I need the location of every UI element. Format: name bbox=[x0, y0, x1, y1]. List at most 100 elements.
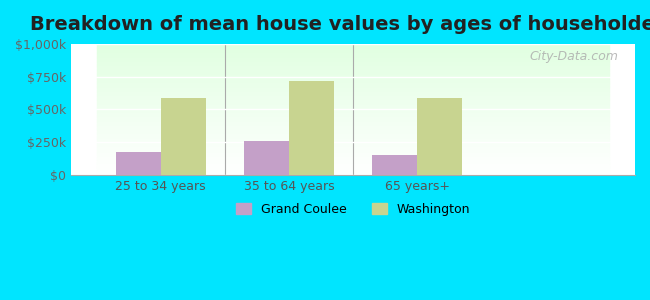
Bar bbox=[97, 91, 609, 92]
Bar bbox=[97, 66, 609, 68]
Bar bbox=[97, 167, 609, 168]
Legend: Grand Coulee, Washington: Grand Coulee, Washington bbox=[231, 198, 475, 221]
Bar bbox=[97, 71, 609, 73]
Bar bbox=[97, 136, 609, 137]
Bar bbox=[97, 101, 609, 103]
Bar bbox=[97, 173, 609, 175]
Bar bbox=[97, 147, 609, 149]
Bar bbox=[97, 125, 609, 126]
Bar bbox=[97, 87, 609, 88]
Bar bbox=[97, 159, 609, 160]
Bar bbox=[97, 46, 609, 48]
Bar bbox=[97, 168, 609, 169]
Bar bbox=[97, 69, 609, 70]
Bar bbox=[97, 130, 609, 132]
Bar bbox=[97, 172, 609, 173]
Bar bbox=[97, 128, 609, 129]
Bar bbox=[97, 145, 609, 146]
Bar bbox=[97, 163, 609, 164]
Bar bbox=[97, 138, 609, 140]
Bar bbox=[97, 155, 609, 157]
Bar bbox=[97, 53, 609, 54]
Bar bbox=[97, 171, 609, 172]
Bar bbox=[97, 150, 609, 151]
Bar bbox=[97, 120, 609, 121]
Bar bbox=[417, 98, 462, 175]
Bar bbox=[97, 112, 609, 113]
Bar bbox=[97, 96, 609, 98]
Bar bbox=[97, 60, 609, 61]
Bar bbox=[97, 100, 609, 101]
Bar bbox=[97, 137, 609, 138]
Bar bbox=[97, 57, 609, 58]
Bar bbox=[97, 166, 609, 167]
Bar bbox=[97, 92, 609, 94]
Bar bbox=[97, 50, 609, 52]
Bar bbox=[372, 155, 417, 175]
Bar bbox=[97, 74, 609, 75]
Bar bbox=[244, 142, 289, 175]
Bar bbox=[97, 82, 609, 83]
Bar bbox=[97, 86, 609, 87]
Bar bbox=[97, 61, 609, 62]
Bar bbox=[289, 81, 333, 175]
Bar bbox=[97, 140, 609, 141]
Bar bbox=[97, 58, 609, 60]
Bar bbox=[97, 164, 609, 166]
Bar bbox=[97, 95, 609, 96]
Bar bbox=[97, 68, 609, 69]
Bar bbox=[97, 104, 609, 105]
Bar bbox=[97, 79, 609, 81]
Bar bbox=[97, 126, 609, 128]
Bar bbox=[97, 110, 609, 111]
Text: City-Data.com: City-Data.com bbox=[529, 50, 618, 63]
Bar bbox=[97, 70, 609, 71]
Bar bbox=[97, 62, 609, 64]
Bar bbox=[97, 124, 609, 125]
Bar bbox=[97, 146, 609, 147]
Bar bbox=[97, 105, 609, 107]
Bar bbox=[97, 48, 609, 49]
Bar bbox=[97, 154, 609, 155]
Bar bbox=[97, 153, 609, 154]
Bar bbox=[97, 78, 609, 79]
Bar bbox=[97, 45, 609, 46]
Bar bbox=[161, 98, 205, 175]
Bar bbox=[97, 157, 609, 158]
Bar bbox=[116, 152, 161, 175]
Bar bbox=[97, 76, 609, 78]
Bar bbox=[97, 122, 609, 124]
Bar bbox=[97, 44, 609, 45]
Bar bbox=[97, 54, 609, 56]
Bar bbox=[97, 149, 609, 150]
Bar bbox=[97, 83, 609, 85]
Bar bbox=[97, 142, 609, 143]
Bar bbox=[97, 169, 609, 171]
Bar bbox=[97, 116, 609, 117]
Bar bbox=[97, 56, 609, 57]
Bar bbox=[97, 75, 609, 76]
Bar bbox=[97, 158, 609, 159]
Bar bbox=[97, 141, 609, 142]
Bar bbox=[97, 65, 609, 66]
Bar bbox=[97, 49, 609, 50]
Bar bbox=[97, 111, 609, 112]
Bar bbox=[97, 85, 609, 86]
Bar bbox=[97, 162, 609, 163]
Bar bbox=[97, 121, 609, 122]
Bar bbox=[97, 107, 609, 108]
Bar bbox=[97, 64, 609, 65]
Bar bbox=[97, 113, 609, 115]
Bar bbox=[97, 129, 609, 130]
Bar bbox=[97, 94, 609, 95]
Bar bbox=[97, 117, 609, 119]
Title: Breakdown of mean house values by ages of householders: Breakdown of mean house values by ages o… bbox=[30, 15, 650, 34]
Bar bbox=[97, 151, 609, 153]
Bar bbox=[97, 160, 609, 162]
Bar bbox=[97, 115, 609, 116]
Bar bbox=[97, 81, 609, 82]
Bar bbox=[97, 103, 609, 104]
Bar bbox=[97, 118, 609, 120]
Bar bbox=[97, 134, 609, 136]
Bar bbox=[97, 88, 609, 90]
